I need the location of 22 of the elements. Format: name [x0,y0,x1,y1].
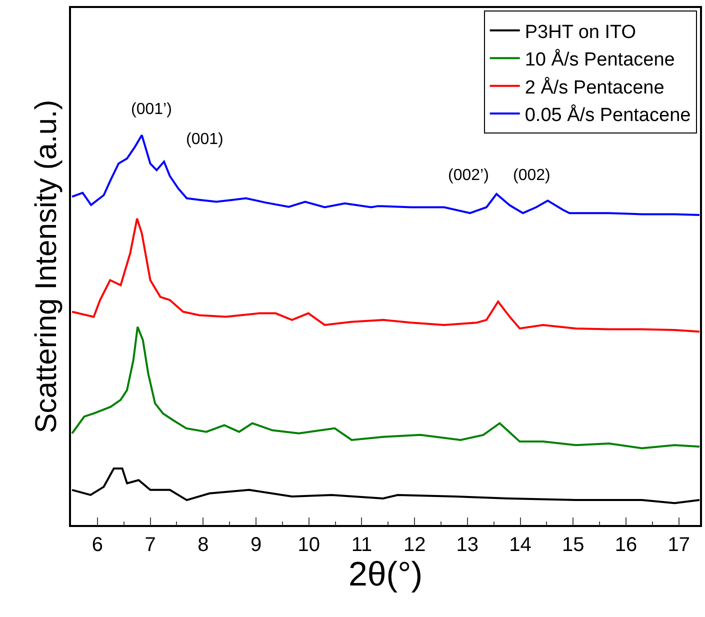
legend-label: 10 Å/s Pentacene [524,48,675,71]
legend-label: P3HT on ITO [524,22,636,43]
x-tick-label: 11 [351,534,372,556]
text: (001’) [131,101,172,118]
x-tick-label: 9 [250,534,262,556]
x-tick-label: 10 [298,534,320,556]
x-tick-label: 15 [562,534,584,556]
legend-label: 2 Å/s Pentacene [524,76,664,98]
y-axis-title: Scattering Intensity (a.u.) [30,100,63,434]
annotation: (002’) [448,167,489,184]
annotation: (001) [186,131,224,148]
x-tick-label: 7 [144,534,156,556]
legend-label: 0.05 Å/s Pentacene [524,104,691,126]
x-tick-label: 6 [92,534,103,556]
annotation: (002) [513,167,550,184]
x-tick-label: 14 [509,534,532,556]
x-tick-label: 8 [198,534,209,556]
x-axis-title: 2θ(°) [348,556,423,594]
x-tick-label: 16 [614,534,638,556]
x-tick-label: 12 [403,534,426,556]
x-tick-label: 13 [456,534,479,556]
x-tick-label: 17 [668,534,690,556]
